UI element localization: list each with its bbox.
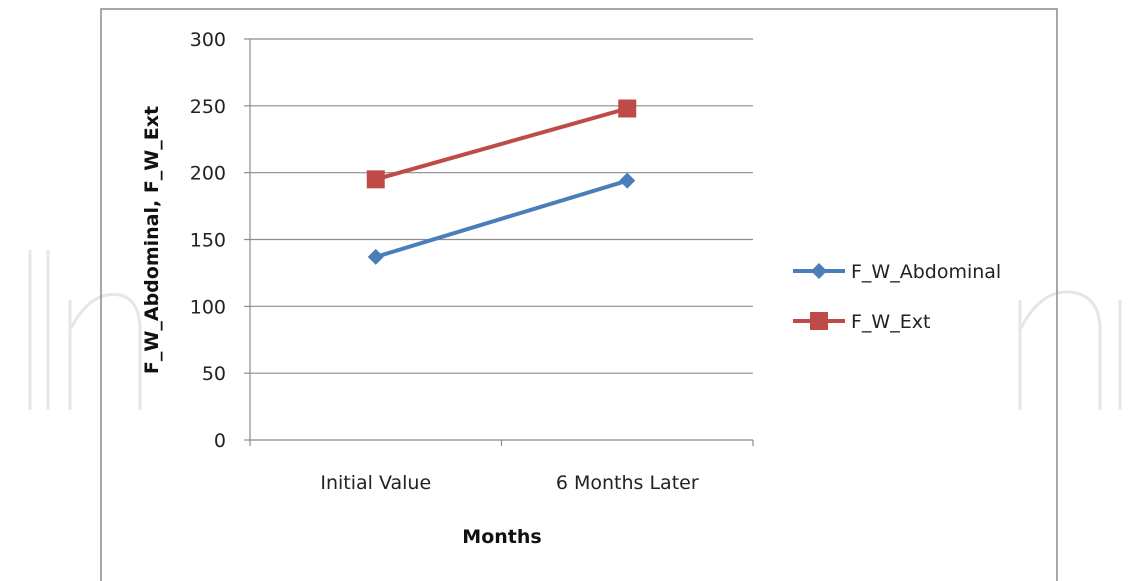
data-point-marker (619, 172, 636, 189)
y-tick-label: 200 (190, 163, 226, 185)
y-tick-label: 150 (190, 230, 226, 252)
y-tick-label: 250 (190, 96, 226, 118)
x-tick-label: 6 Months Later (556, 472, 699, 494)
y-tick-label: 50 (202, 363, 226, 385)
legend: F_W_Abdominal F_W_Ext (793, 261, 1001, 333)
watermark-logo (28, 250, 1122, 410)
x-axis-title: Months (462, 526, 541, 548)
axes (244, 38, 754, 446)
data-point-marker (367, 248, 384, 265)
series-line (375, 106, 628, 182)
y-tick-label: 0 (214, 430, 226, 452)
series-f-w-abdominal (367, 172, 636, 265)
series (366, 99, 637, 265)
series-f-w-ext (366, 99, 637, 189)
x-tick-labels: Initial Value 6 Months Later (320, 472, 698, 494)
y-tick-label: 300 (190, 29, 226, 51)
gridlines (250, 38, 753, 374)
legend-marker (810, 312, 828, 330)
data-point-marker (618, 99, 637, 118)
y-tick-label: 100 (190, 296, 226, 318)
x-tick-label: Initial Value (320, 472, 431, 494)
legend-label: F_W_Ext (851, 311, 930, 333)
y-axis-title: F_W_Abdominal, F_W_Ext (141, 106, 163, 374)
legend-entry: F_W_Ext (793, 311, 930, 333)
data-point-marker (366, 170, 385, 189)
series-line (375, 178, 628, 259)
legend-marker (811, 263, 827, 279)
y-tick-labels: 0 50 100 150 200 250 300 (190, 29, 226, 452)
legend-entry: F_W_Abdominal (793, 261, 1001, 283)
legend-label: F_W_Abdominal (851, 261, 1001, 283)
chart-frame (100, 8, 1058, 581)
